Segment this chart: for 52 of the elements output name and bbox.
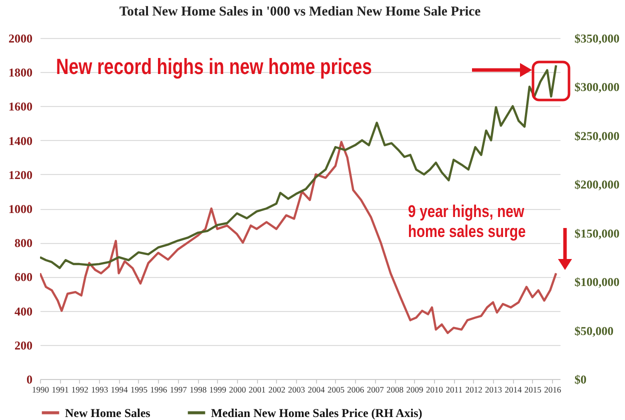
x-tick-label: 2006 [347,384,364,394]
y-tick-label: 400 [14,304,32,318]
x-tick-label: 2007 [366,384,384,394]
x-tick-label: 2001 [248,384,266,394]
y-tick-label: 200 [14,338,32,352]
x-tick-label: 1990 [32,384,49,394]
x-tick-label: 2002 [268,384,286,394]
x-tick-label: 2004 [308,384,326,394]
x-tick-label: 1995 [130,384,148,394]
x-tick-label: 2011 [446,384,462,394]
chart-title: Total New Home Sales in '000 vs Median New Home Sale Price [119,4,481,18]
y-tick-label: 0 [26,372,32,386]
y2-tick-label: $0 [574,372,586,386]
y-tick-label: 1600 [8,100,32,114]
y2-tick-label: $100,000 [574,275,620,290]
y2-tick-label: $350,000 [574,32,620,46]
x-tick-label: 2003 [288,384,306,394]
x-tick-label: 1999 [209,384,226,394]
x-tick-label: 2013 [485,384,502,394]
y2-tick-label: $150,000 [574,226,620,240]
y-tick-label: 1200 [8,168,32,182]
y-tick-label: 600 [14,270,32,284]
x-tick-label: 2015 [524,384,542,394]
x-tick-label: 2016 [544,384,562,394]
legend-label: Median New Home Sales Price (RH Axis) [211,406,422,420]
x-tick-label: 1992 [71,384,88,394]
x-tick-label: 2000 [228,384,246,394]
y-tick-label: 1800 [8,66,32,80]
x-tick-label: 2005 [327,384,344,394]
x-tick-label: 2008 [386,384,404,394]
x-tick-label: 2009 [406,384,424,394]
legend-label: New Home Sales [65,406,151,420]
x-tick-label: 2014 [504,384,522,394]
line-series [40,140,558,334]
y2-tick-label: $250,000 [574,128,620,143]
x-tick-label: 1997 [170,384,187,394]
y-tick-label: 1400 [8,134,32,148]
x-tick-label: 2012 [465,384,482,394]
x-tick-label: 2010 [426,384,443,394]
x-tick-label: 1993 [91,384,108,394]
y2-tick-label: $50,000 [574,324,614,338]
y-tick-label: 2000 [8,32,32,46]
x-tick-label: 1998 [190,384,207,394]
annotation: New record highs in new home prices [56,54,372,80]
annotation: 9 year highs, new home sales surge [408,202,527,243]
y2-tick-label: $200,000 [574,178,620,192]
x-tick-label: 1996 [150,384,168,394]
x-tick-label: 1994 [110,384,129,394]
x-tick-label: 1991 [52,384,69,394]
y-tick-label: 1000 [8,202,32,216]
y2-tick-label: $300,000 [574,80,620,94]
y-tick-label: 800 [14,236,32,250]
